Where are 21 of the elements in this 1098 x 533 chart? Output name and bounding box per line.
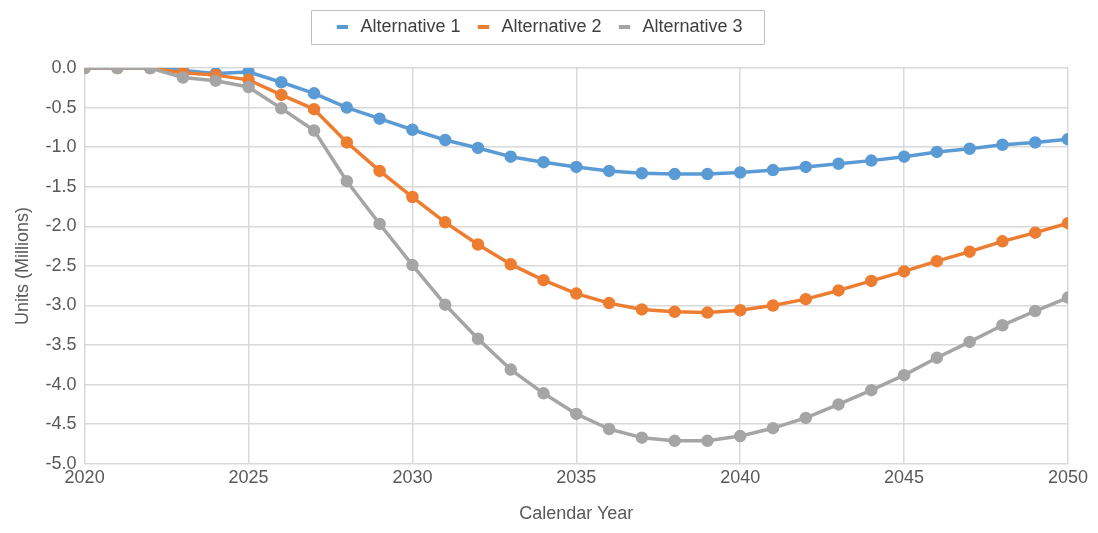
- y-tick-label: -4.0: [45, 373, 77, 394]
- y-tick-label: -2.0: [45, 215, 77, 236]
- y-tick-label: -0.5: [45, 96, 77, 117]
- y-tick-label: -1.0: [45, 136, 77, 157]
- x-tick-label: 2030: [392, 466, 433, 487]
- x-tick-label: 2050: [1047, 466, 1089, 487]
- x-axis-title: Calendar Year: [519, 503, 634, 524]
- y-tick-label: -3.5: [45, 334, 77, 355]
- x-tick-label: 2045: [884, 466, 925, 487]
- legend-label: Alternative 1: [360, 15, 461, 36]
- y-tick-label: -4.5: [45, 413, 77, 434]
- y-tick-label: -1.5: [45, 175, 77, 196]
- x-tick-label: 2040: [720, 466, 761, 487]
- y-axis-title: Units (Millions): [11, 206, 32, 325]
- y-tick-label: -3.0: [45, 294, 77, 315]
- y-tick-label: -2.5: [45, 254, 77, 275]
- y-tick-label: 0.0: [51, 56, 77, 77]
- x-tick-label: 2035: [556, 466, 597, 487]
- legend-label: Alternative 3: [642, 15, 743, 36]
- x-tick-label: 2025: [228, 466, 269, 487]
- legend-label: Alternative 2: [501, 15, 602, 36]
